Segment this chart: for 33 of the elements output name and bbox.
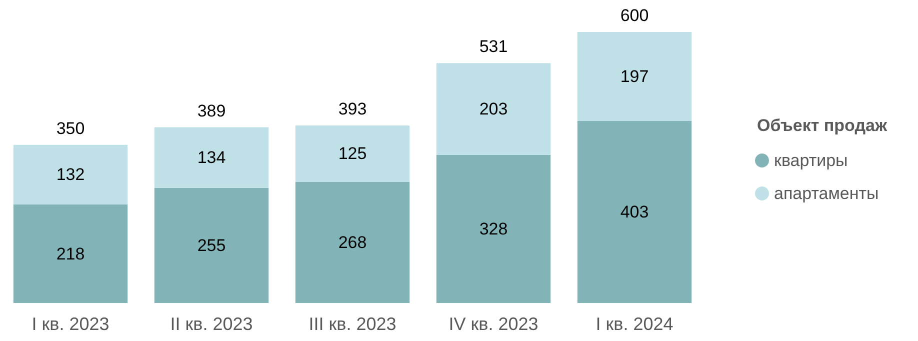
total-label: 393 xyxy=(338,99,367,118)
legend-label: квартиры xyxy=(774,151,848,170)
bar xyxy=(295,125,410,182)
bar xyxy=(13,204,128,303)
bar xyxy=(154,127,269,188)
total-label: 389 xyxy=(197,101,226,120)
bar xyxy=(577,120,692,303)
legend-title: Объект продаж xyxy=(757,116,888,135)
x-tick-label: II кв. 2023 xyxy=(170,314,253,334)
data-label: 197 xyxy=(620,66,649,86)
x-tick-label: I кв. 2023 xyxy=(32,314,110,334)
data-label: 268 xyxy=(338,232,367,252)
bar xyxy=(154,188,269,303)
x-tick-label: I кв. 2024 xyxy=(596,314,674,334)
total-label: 531 xyxy=(479,37,508,56)
x-tick-label: IV кв. 2023 xyxy=(448,314,538,334)
data-label: 328 xyxy=(479,219,508,238)
data-label: 403 xyxy=(620,202,649,222)
x-tick-label: III кв. 2023 xyxy=(308,314,396,334)
bar xyxy=(13,144,128,205)
data-label: 134 xyxy=(197,148,226,168)
total-label: 350 xyxy=(56,118,85,138)
data-label: 203 xyxy=(479,100,508,119)
bar xyxy=(436,154,551,303)
total-label: 600 xyxy=(620,6,649,25)
data-label: 218 xyxy=(56,244,85,264)
bar xyxy=(436,63,551,155)
data-label: 132 xyxy=(56,165,85,184)
data-label: 255 xyxy=(197,236,226,255)
legend-label: апартаменты xyxy=(774,184,879,203)
data-label: 125 xyxy=(338,144,367,164)
bar xyxy=(577,32,692,121)
bar xyxy=(295,182,410,303)
